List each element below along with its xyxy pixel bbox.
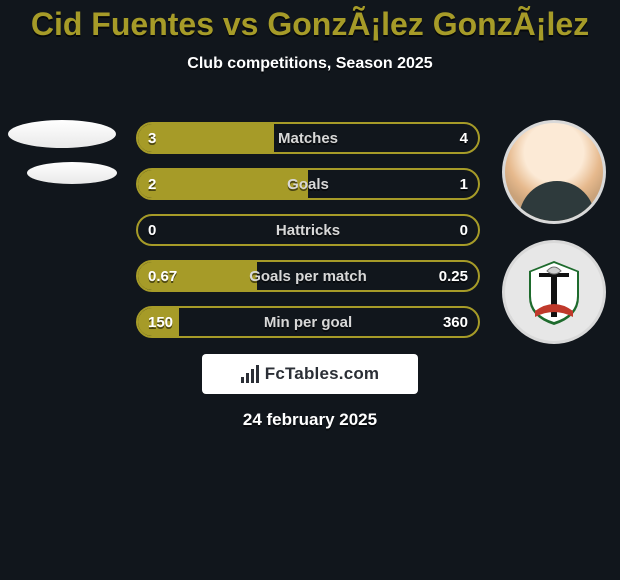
right-player-avatar bbox=[502, 120, 606, 224]
stat-row-goals-per-match: 0.67 Goals per match 0.25 bbox=[136, 260, 480, 292]
page-title: Cid Fuentes vs GonzÃ¡lez GonzÃ¡lez bbox=[0, 0, 620, 43]
subtitle: Club competitions, Season 2025 bbox=[0, 55, 620, 73]
right-player-club-logo bbox=[502, 240, 606, 344]
club-crest-icon bbox=[519, 257, 589, 327]
left-player-column bbox=[8, 120, 116, 184]
stat-value-right: 4 bbox=[460, 124, 468, 152]
stat-label: Goals bbox=[138, 170, 478, 198]
stat-row-matches: 3 Matches 4 bbox=[136, 122, 480, 154]
date-text: 24 february 2025 bbox=[0, 410, 620, 430]
stat-value-right: 0.25 bbox=[439, 262, 468, 290]
left-player-avatar-placeholder bbox=[8, 120, 116, 148]
left-player-club-placeholder bbox=[27, 162, 117, 184]
stat-label: Hattricks bbox=[138, 216, 478, 244]
stat-label: Min per goal bbox=[138, 308, 478, 336]
bars-icon bbox=[241, 365, 259, 383]
stat-bars: 3 Matches 4 2 Goals 1 0 Hattricks 0 0.67… bbox=[136, 122, 480, 338]
stat-row-hattricks: 0 Hattricks 0 bbox=[136, 214, 480, 246]
brand-badge: FcTables.com bbox=[202, 354, 418, 394]
stat-label: Matches bbox=[138, 124, 478, 152]
brand-text: FcTables.com bbox=[265, 364, 380, 384]
stat-value-right: 360 bbox=[443, 308, 468, 336]
stat-value-right: 1 bbox=[460, 170, 468, 198]
stat-value-right: 0 bbox=[460, 216, 468, 244]
right-player-column bbox=[500, 120, 608, 344]
stat-label: Goals per match bbox=[138, 262, 478, 290]
stat-row-min-per-goal: 150 Min per goal 360 bbox=[136, 306, 480, 338]
stat-row-goals: 2 Goals 1 bbox=[136, 168, 480, 200]
